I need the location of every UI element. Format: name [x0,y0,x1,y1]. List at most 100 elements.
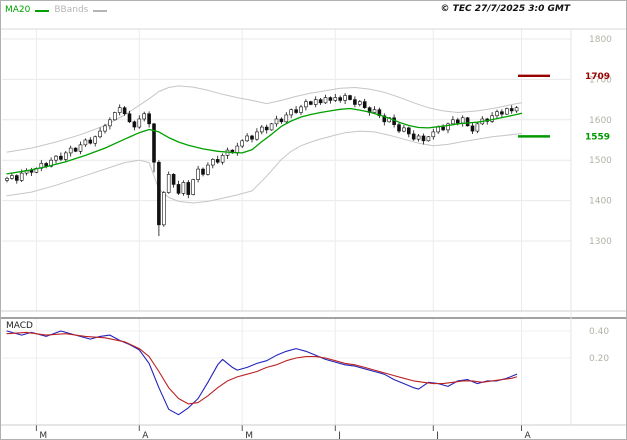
candle-body [49,159,53,167]
candle-body [235,145,240,154]
candle-body [122,107,127,115]
candle-body [93,136,97,144]
candle-body [514,107,519,112]
candle-body [441,126,445,131]
macd-axis-label: 0.20 [589,354,609,364]
candle-body [416,135,421,140]
candle-body [147,113,151,125]
x-axis-label: M [245,431,253,440]
candle-body [372,109,377,113]
candle-body [157,161,161,226]
ma20-line [6,107,523,175]
candle-body [475,123,480,132]
legend-ma20-label: MA20 [5,5,31,15]
candle-body [382,115,387,123]
candle-body [279,118,284,123]
candle-body [186,182,191,195]
candle-body [284,114,289,123]
candle-body [88,139,93,144]
candle-body [19,172,24,181]
candle-body [29,170,34,173]
candle-body [196,168,200,180]
candle-body [294,109,298,113]
y-axis-label: 1500 [589,156,612,166]
bbands-line-swatch [93,9,108,12]
y-axis-label: 1700 [589,75,612,85]
macd-line [6,330,518,416]
candle-body [402,127,406,132]
candle-body [108,119,112,127]
candle-body [308,101,313,105]
candle-body [162,192,166,226]
bollinger-upper-band [6,85,522,153]
candle-body [465,117,470,127]
candle-body [220,155,225,163]
candle-body [206,164,210,175]
candle-body [333,97,338,101]
candle-body [470,125,475,132]
candle-body [304,101,308,108]
candle-body [426,136,431,142]
candle-body [176,184,181,194]
candle-body [397,124,401,132]
price-level-label: 1559 [585,132,610,142]
candle-body [245,135,249,142]
candle-body [103,125,107,132]
candle-body [274,118,279,125]
candle-body [509,108,514,112]
x-axis-label: J [435,431,439,440]
candle-body [68,147,73,154]
candle-body [250,135,254,140]
candle-body [259,126,264,133]
candle-body [421,135,426,142]
candle-body [132,121,137,128]
macd-axis-label: 0.40 [589,327,609,337]
candle-body [490,115,494,122]
y-axis-label: 1800 [589,35,612,45]
legend-bbands-label: BBands [54,5,89,15]
candle-body [431,131,436,138]
candle-body [83,139,88,146]
candle-body [353,99,357,105]
candle-body [264,126,269,131]
candle-body [436,126,441,133]
candle-body [166,174,171,193]
x-axis-label: A [525,431,532,440]
candle-body [10,175,14,179]
candle-body [406,127,411,135]
y-axis-label: 1400 [589,197,612,207]
candle-body [255,131,259,140]
x-axis-label: J [337,431,341,440]
candle-body [63,152,68,160]
candle-body [59,155,63,160]
candle-body [137,118,142,128]
y-axis-label: 1300 [589,237,612,247]
candle-body [142,113,146,120]
candle-body [98,130,102,138]
ma20-line-swatch [35,9,50,12]
candle-body [152,123,156,163]
candle-body [377,109,382,117]
candle-body [299,106,303,113]
candle-body [323,97,328,104]
candle-body [451,119,455,125]
candle-body [181,182,186,194]
candle-body [504,108,509,115]
macd-panel-label: MACD [6,321,33,331]
macd-signal-line [6,331,518,405]
candle-body [201,168,205,175]
candle-body [328,97,333,101]
legend: MA20 BBands [5,5,108,15]
candle-body [460,117,465,124]
candle-body [15,175,19,181]
y-axis-label: 1600 [589,116,612,126]
candle-body [78,144,83,152]
candle-body [215,159,220,163]
candle-body [338,97,343,101]
candle-body [113,112,117,121]
candle-body [318,99,323,104]
candle-body [117,107,122,113]
candle-body [171,174,176,185]
